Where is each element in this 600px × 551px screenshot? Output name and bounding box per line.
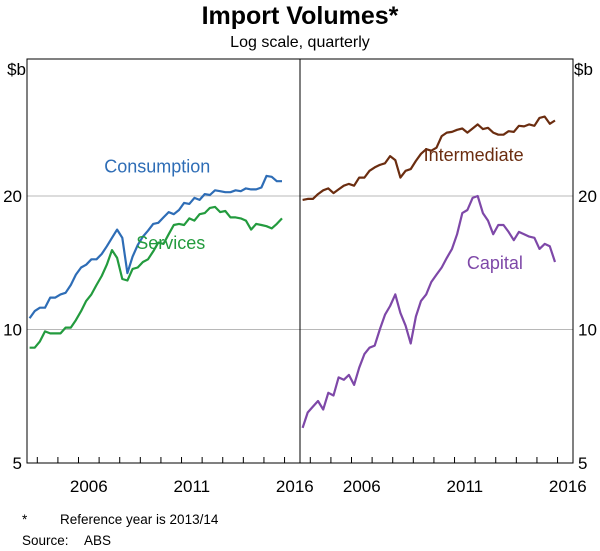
series-label-services: Services [136, 233, 205, 253]
y-tick-label-right: 10 [578, 321, 597, 340]
series-line-consumption [28, 174, 282, 319]
series-label-intermediate: Intermediate [424, 145, 524, 165]
series-label-consumption: Consumption [104, 156, 210, 176]
series-lines [28, 115, 557, 429]
y-unit-left: $b [7, 60, 26, 79]
series-line-services [29, 205, 283, 349]
y-tick-label-left: 20 [3, 187, 22, 206]
footnote: * Reference year is 2013/14 [22, 509, 218, 530]
x-tick-label: 2016 [276, 477, 314, 496]
series-labels: Consumption Services Intermediate Capital [104, 145, 523, 273]
series-label-capital: Capital [467, 253, 523, 273]
footnote-symbol: * [22, 512, 28, 527]
footnote-text: Reference year is 2013/14 [60, 512, 219, 527]
x-tick-label: 2006 [70, 477, 108, 496]
series-line-capital [301, 194, 557, 429]
chart-notes: * Reference year is 2013/14 Source: ABS [22, 509, 218, 551]
source-text: ABS [84, 533, 112, 548]
x-tick-label: 2011 [447, 477, 484, 496]
source-label: Source: [22, 533, 69, 548]
y-tick-label-left: 10 [3, 321, 22, 340]
y-tick-label-left: 5 [13, 454, 22, 473]
x-tick-label: 2016 [549, 477, 587, 496]
series-line-intermediate [302, 115, 556, 201]
y-unit-right: $b [574, 60, 593, 79]
x-tick-label: 2006 [343, 477, 381, 496]
y-tick-label-right: 20 [578, 187, 597, 206]
chart-subtitle: Log scale, quarterly [230, 34, 370, 51]
chart-frame [26, 58, 574, 464]
source-note: Source: ABS [22, 530, 218, 551]
chart-title: Import Volumes* [201, 2, 399, 30]
y-tick-label-right: 5 [578, 454, 587, 473]
axis-labels: 2006 2011 2016 2006 2011 2016 5 5 10 10 20 20 $b $b [3, 60, 597, 496]
x-tick-label: 2011 [174, 477, 211, 496]
